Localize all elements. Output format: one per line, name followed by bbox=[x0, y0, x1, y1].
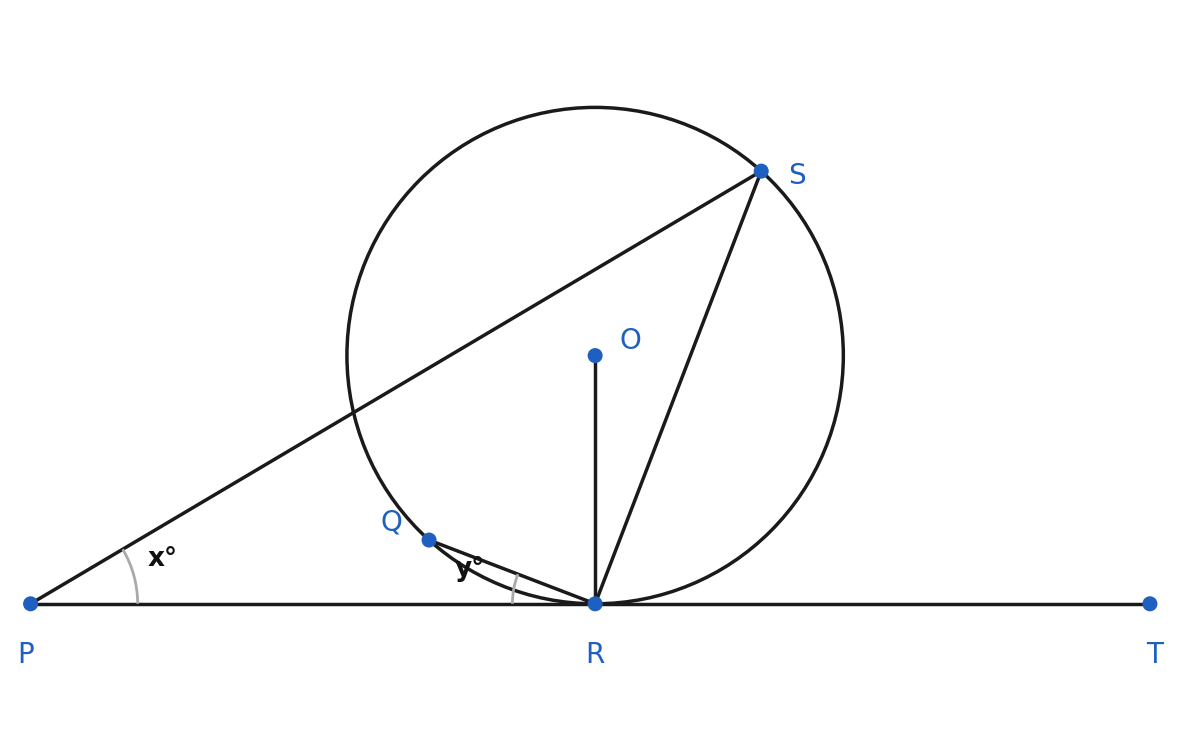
Text: T: T bbox=[1146, 641, 1163, 669]
Text: Q: Q bbox=[380, 509, 402, 537]
Text: R: R bbox=[586, 641, 605, 669]
Text: S: S bbox=[788, 162, 806, 190]
Circle shape bbox=[1144, 597, 1157, 611]
Circle shape bbox=[24, 597, 37, 611]
Circle shape bbox=[588, 349, 602, 362]
Circle shape bbox=[755, 165, 768, 178]
Text: O: O bbox=[619, 327, 641, 355]
Text: P: P bbox=[17, 641, 34, 669]
Circle shape bbox=[422, 533, 436, 547]
Text: y°: y° bbox=[455, 556, 485, 582]
Text: x°: x° bbox=[148, 546, 178, 572]
Circle shape bbox=[588, 597, 602, 611]
